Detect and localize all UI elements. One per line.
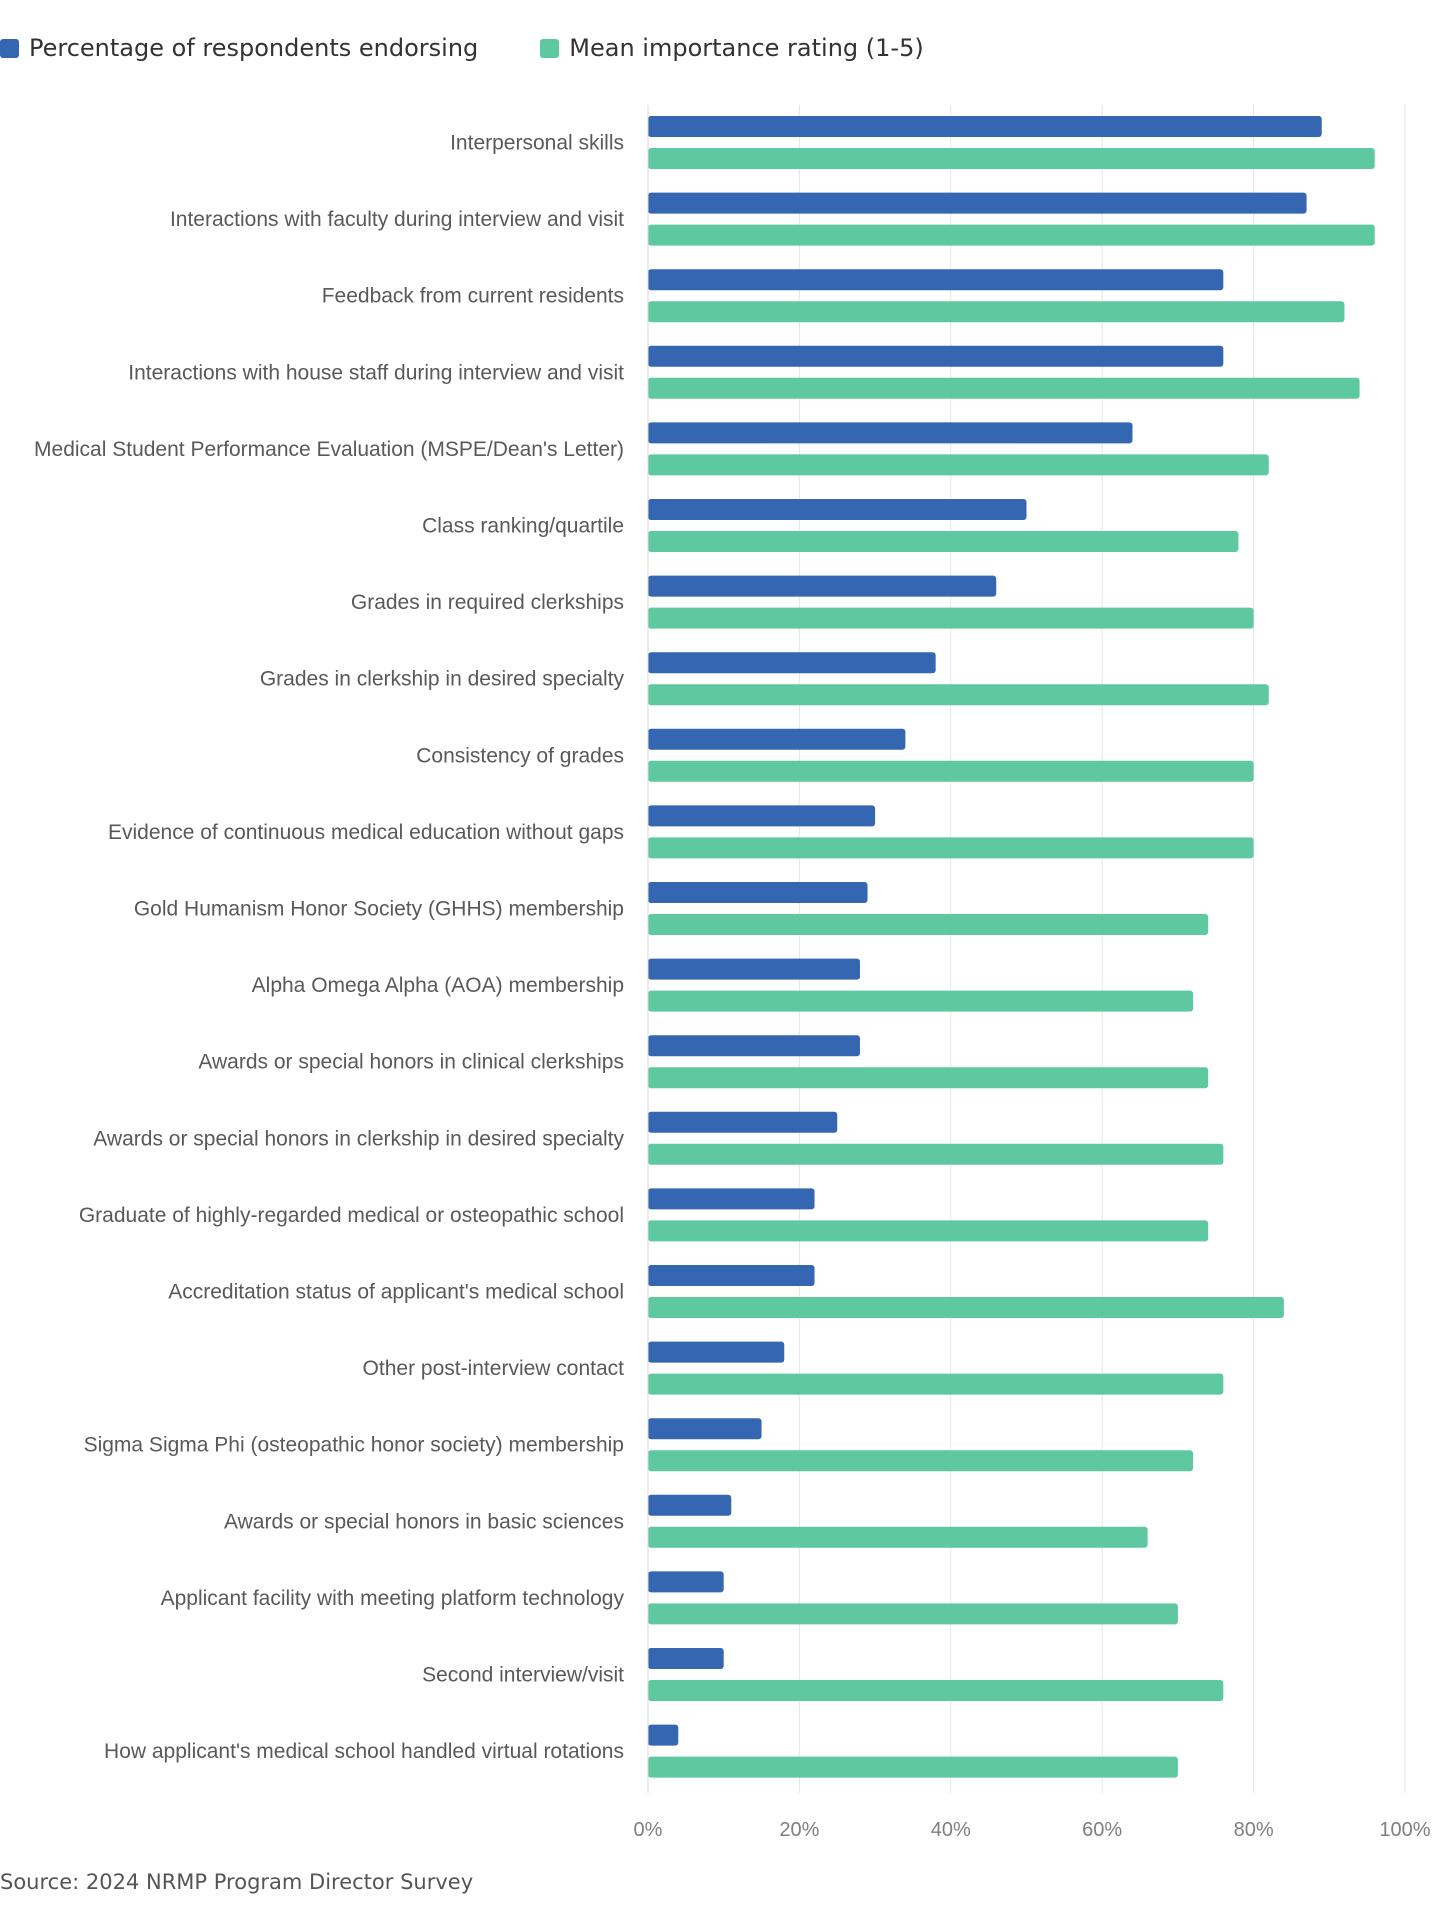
category-label-2: Interactions with faculty during intervi…: [170, 208, 624, 231]
bar-importance-19: [648, 1526, 1148, 1548]
x-tick-label-40: 40%: [931, 1819, 971, 1841]
bar-percentage-5: [648, 422, 1133, 444]
bar-importance-9: [648, 760, 1254, 782]
x-tick-label-80: 80%: [1234, 1819, 1274, 1841]
bar-percentage-18: [648, 1418, 762, 1440]
bar-importance-11: [648, 914, 1209, 935]
chart-legend: Percentage of respondents endorsing Mean…: [0, 34, 986, 62]
bar-percentage-11: [648, 882, 868, 903]
category-label-20: Applicant facility with meeting platform…: [161, 1587, 625, 1610]
bar-importance-15: [648, 1220, 1209, 1242]
bar-percentage-9: [648, 728, 906, 750]
bar-percentage-22: [648, 1724, 679, 1746]
bar-importance-20: [648, 1603, 1178, 1625]
bar-importance-17: [648, 1373, 1224, 1395]
bar-percentage-14: [648, 1111, 838, 1133]
x-tick-label-60: 60%: [1082, 1819, 1122, 1841]
bar-percentage-10: [648, 805, 876, 827]
bar-importance-1: [648, 148, 1375, 169]
bar-importance-3: [648, 301, 1345, 323]
bar-importance-7: [648, 607, 1254, 629]
category-label-4: Interactions with house staff during int…: [128, 361, 624, 384]
legend-label-percentage: Percentage of respondents endorsing: [29, 34, 479, 62]
x-tick-label-0: 0%: [634, 1819, 663, 1841]
bar-percentage-12: [648, 958, 860, 980]
category-label-8: Grades in clerkship in desired specialty: [260, 668, 625, 691]
legend-item-importance[interactable]: Mean importance rating (1-5): [540, 34, 924, 62]
bar-percentage-13: [648, 1035, 860, 1057]
bar-percentage-21: [648, 1648, 724, 1669]
bar-percentage-2: [648, 192, 1307, 214]
category-label-10: Evidence of continuous medical education…: [108, 821, 624, 844]
bar-percentage-16: [648, 1265, 815, 1286]
category-label-15: Graduate of highly-regarded medical or o…: [79, 1204, 624, 1227]
bar-importance-16: [648, 1297, 1284, 1318]
category-label-14: Awards or special honors in clerkship in…: [93, 1127, 624, 1150]
bar-percentage-3: [648, 269, 1224, 291]
legend-label-importance: Mean importance rating (1-5): [569, 34, 924, 62]
bar-importance-22: [648, 1756, 1178, 1778]
category-label-11: Gold Humanism Honor Society (GHHS) membe…: [134, 898, 624, 921]
x-tick-label-100: 100%: [1379, 1819, 1430, 1841]
legend-swatch-importance: [540, 38, 560, 58]
bar-importance-2: [648, 224, 1375, 246]
category-label-9: Consistency of grades: [416, 744, 624, 767]
category-label-18: Sigma Sigma Phi (osteopathic honor socie…: [84, 1434, 624, 1457]
category-label-17: Other post-interview contact: [363, 1357, 625, 1380]
bar-importance-14: [648, 1143, 1224, 1165]
legend-swatch-percentage: [0, 38, 19, 58]
bar-importance-21: [648, 1680, 1224, 1701]
category-label-5: Medical Student Performance Evaluation (…: [34, 438, 624, 461]
category-label-16: Accreditation status of applicant's medi…: [168, 1281, 624, 1304]
category-label-6: Class ranking/quartile: [422, 515, 624, 538]
category-label-21: Second interview/visit: [422, 1664, 624, 1687]
bar-percentage-6: [648, 499, 1027, 520]
bar-importance-6: [648, 531, 1239, 552]
bar-percentage-19: [648, 1494, 732, 1516]
bar-chart: Interpersonal skills Interactions with fa…: [34, 105, 1431, 1841]
bar-importance-5: [648, 454, 1269, 476]
bar-percentage-7: [648, 575, 997, 597]
bar-percentage-8: [648, 652, 936, 674]
bar-importance-10: [648, 837, 1254, 859]
category-label-1: Interpersonal skills: [450, 132, 624, 155]
source-note: Source: 2024 NRMP Program Director Surve…: [0, 1870, 474, 1894]
bar-percentage-4: [648, 345, 1224, 367]
bar-percentage-15: [648, 1188, 815, 1210]
category-label-3: Feedback from current residents: [322, 285, 624, 308]
x-tick-label-20: 20%: [779, 1819, 819, 1841]
category-label-12: Alpha Omega Alpha (AOA) membership: [252, 974, 624, 997]
bar-percentage-20: [648, 1571, 724, 1593]
bar-importance-8: [648, 684, 1269, 706]
bar-percentage-17: [648, 1341, 785, 1363]
legend-item-percentage[interactable]: Percentage of respondents endorsing: [0, 34, 478, 62]
bar-percentage-1: [648, 116, 1322, 137]
bar-importance-4: [648, 377, 1360, 399]
category-label-7: Grades in required clerkships: [351, 591, 624, 614]
bar-importance-12: [648, 990, 1194, 1012]
bar-importance-13: [648, 1067, 1209, 1089]
category-label-19: Awards or special honors in basic scienc…: [224, 1510, 624, 1533]
bar-importance-18: [648, 1450, 1194, 1472]
category-label-13: Awards or special honors in clinical cle…: [198, 1051, 624, 1074]
category-label-22: How applicant's medical school handled v…: [104, 1740, 624, 1763]
